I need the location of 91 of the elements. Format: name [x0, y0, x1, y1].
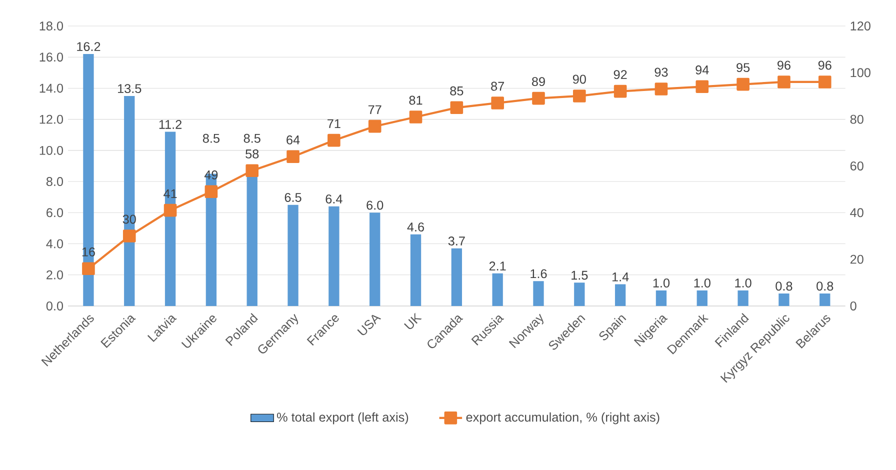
y-tick-label: 0.0: [46, 302, 64, 310]
data-label: 1.0: [653, 278, 670, 288]
data-label: 16.2: [77, 42, 100, 52]
y-tick-label: 2.0: [46, 270, 64, 280]
bar: [696, 290, 708, 306]
bar: [614, 284, 626, 306]
bar: [124, 96, 135, 306]
data-label: 1.0: [694, 278, 710, 288]
point: [82, 262, 95, 276]
bar: [574, 282, 585, 306]
point: [368, 120, 382, 133]
data-label: 64: [286, 135, 300, 144]
legend-label: export accumulation, % (right axis): [466, 412, 660, 424]
y-tick-label: 8.0: [46, 177, 64, 186]
point: [736, 78, 750, 91]
data-label: 4.6: [407, 222, 424, 232]
y2-tick-label: 80: [850, 114, 864, 124]
y-tick-label: 18.0: [40, 22, 64, 30]
data-label: 58: [246, 149, 259, 158]
data-label: 6.5: [284, 192, 302, 202]
legend-label: % total export (left axis): [277, 412, 408, 424]
bar: [164, 132, 176, 306]
bar: [328, 206, 340, 306]
point: [614, 84, 627, 98]
data-label: 0.8: [776, 282, 792, 291]
bar: [738, 290, 748, 306]
x-tick-label: UK: [404, 312, 422, 330]
data-label: 90: [572, 74, 586, 84]
point: [409, 110, 422, 124]
y-tick-label: 14.0: [40, 84, 64, 93]
data-label: 1.0: [735, 278, 752, 288]
point: [204, 185, 218, 198]
data-label: 95: [736, 63, 750, 72]
bar: [451, 248, 462, 306]
y-tick-label: 12.0: [40, 114, 64, 124]
data-label: 1.5: [572, 270, 588, 280]
point: [778, 76, 790, 88]
point: [450, 101, 464, 114]
data-label: 11.2: [159, 120, 182, 129]
y2-tick-label: 0: [850, 302, 856, 310]
data-label: 96: [778, 60, 790, 70]
point: [246, 164, 259, 178]
data-label: 1.6: [530, 269, 547, 278]
point: [818, 76, 832, 88]
bar: [820, 294, 830, 306]
point: [164, 204, 177, 217]
data-label: 89: [532, 77, 545, 86]
point: [328, 134, 340, 147]
data-label: 85: [450, 86, 464, 96]
data-label: 71: [328, 119, 340, 128]
data-label: 96: [818, 60, 832, 70]
bar: [778, 294, 790, 306]
point: [532, 92, 545, 105]
y2-tick-label: 60: [850, 162, 864, 170]
data-label: 6.0: [366, 200, 384, 210]
bar: [410, 234, 422, 306]
data-label: 92: [614, 70, 627, 80]
bar: [83, 54, 94, 306]
data-label: 3.7: [448, 236, 465, 246]
y-tick-label: 6.0: [46, 208, 64, 218]
data-label: 77: [368, 105, 382, 114]
data-label: 81: [409, 96, 422, 105]
y2-tick-label: 40: [850, 208, 864, 218]
bar: [288, 204, 298, 306]
y2-tick-label: 100: [850, 68, 870, 78]
point: [122, 230, 136, 242]
y2-tick-label: 20: [850, 254, 864, 264]
data-label: 0.8: [816, 282, 834, 291]
bar: [533, 281, 544, 306]
point: [573, 90, 586, 102]
data-label: 8.5: [202, 134, 220, 143]
bar: [492, 273, 503, 306]
data-label: 94: [696, 65, 709, 74]
data-label: 13.5: [118, 84, 142, 94]
y2-tick-label: 120: [850, 22, 870, 30]
data-label: 93: [654, 68, 668, 77]
y-tick-label: 4.0: [46, 239, 64, 248]
data-label: 1.4: [612, 272, 629, 282]
x-tick-label: USA: [357, 314, 382, 336]
y-tick-label: 16.0: [40, 52, 64, 62]
data-label: 87: [491, 82, 504, 91]
data-label: 6.4: [326, 194, 342, 204]
data-label: 8.5: [244, 134, 260, 143]
point: [491, 96, 504, 110]
bar: [370, 212, 380, 306]
point: [696, 80, 709, 94]
point: [654, 82, 668, 96]
y-tick-label: 10.0: [40, 146, 64, 155]
bar: [656, 290, 667, 306]
data-label: 2.1: [489, 262, 506, 270]
point: [286, 150, 300, 164]
